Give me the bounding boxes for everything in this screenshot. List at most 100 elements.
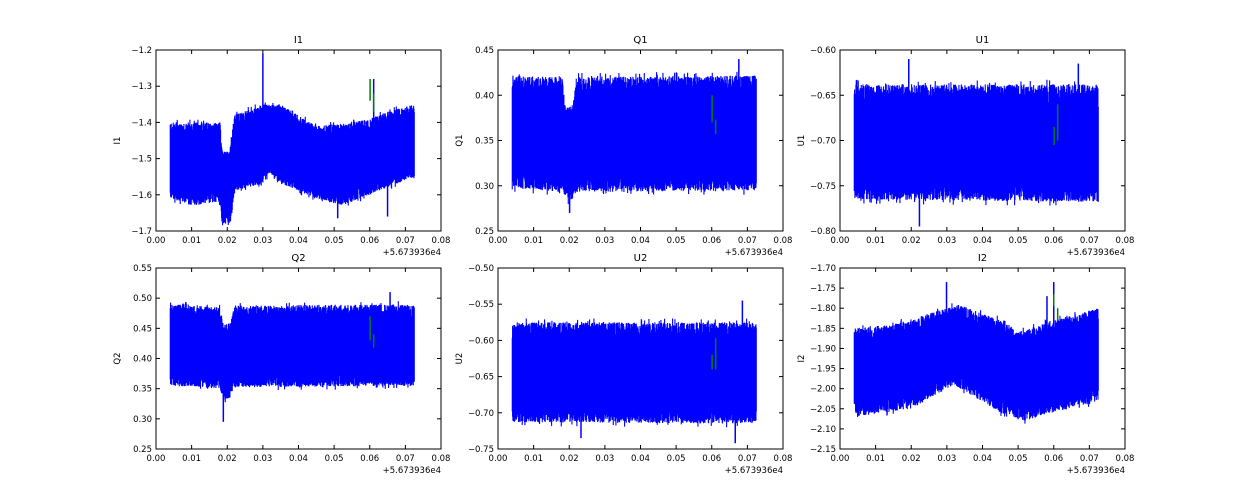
y-tick-label: −1.6 <box>131 191 152 201</box>
x-tick-label: 0.02 <box>560 236 579 246</box>
series-core <box>170 316 415 389</box>
subplot-i1: 0.00 0.01 0.02 0.03 0.04 0.05 0.06 0.07 0.08 −1.7… <box>113 35 450 258</box>
y-tick-label: 0.35 <box>475 137 494 147</box>
x-tick-label: 0.05 <box>325 454 344 464</box>
y-tick-label: −1.70 <box>810 264 836 274</box>
x-tick-label: 0.05 <box>1009 236 1028 246</box>
x-tick-label: 0.07 <box>738 454 757 464</box>
y-tick-label: −0.75 <box>468 445 494 455</box>
y-tick-label: −2.15 <box>810 445 836 455</box>
x-tick-label: 0.08 <box>432 236 451 246</box>
x-tick-label: 0.06 <box>1044 236 1063 246</box>
x-tick-label: 0.07 <box>396 236 415 246</box>
y-tick-label: −0.65 <box>810 91 836 101</box>
subplot-i2: 0.00 0.01 0.02 0.03 0.04 0.05 0.06 0.07 0.08 −2.1… <box>797 253 1134 476</box>
x-tick-label: 0.05 <box>667 454 686 464</box>
x-tick-label: 0.08 <box>774 454 793 464</box>
x-tick-label: 0.01 <box>524 454 543 464</box>
x-tick-label: 0.03 <box>253 236 272 246</box>
y-axis-label: U1 <box>797 135 807 147</box>
subplot-title: I1 <box>294 35 303 46</box>
x-tick-label: 0.06 <box>702 236 721 246</box>
x-tick-label: 0.00 <box>831 454 850 464</box>
subplot-u1: 0.00 0.01 0.02 0.03 0.04 0.05 0.06 0.07 0.08 −0.8… <box>797 35 1134 258</box>
x-tick-label: 0.04 <box>631 236 650 246</box>
x-tick-label: 0.02 <box>902 454 921 464</box>
y-tick-label: 0.40 <box>133 355 152 365</box>
subplot-title: Q2 <box>291 253 305 264</box>
series-core <box>854 316 1099 408</box>
x-tick-label: 0.08 <box>774 236 793 246</box>
x-tick-label: 0.03 <box>253 454 272 464</box>
series-trace <box>853 282 1099 424</box>
y-tick-label: −1.75 <box>810 284 836 294</box>
y-tick-label: −0.80 <box>810 227 836 237</box>
y-tick-label: −0.75 <box>810 182 836 192</box>
y-axis-label: I2 <box>797 355 807 363</box>
x-tick-label: 0.06 <box>702 454 721 464</box>
y-tick-label: 0.30 <box>133 415 152 425</box>
x-tick-label: 0.04 <box>289 454 308 464</box>
y-tick-label: 0.55 <box>133 264 152 274</box>
y-tick-label: −1.3 <box>131 82 152 92</box>
subplot-title: I2 <box>978 253 987 264</box>
series-core <box>170 115 415 213</box>
y-tick-label: −0.60 <box>810 46 836 56</box>
y-tick-label: 0.45 <box>475 46 494 56</box>
y-tick-label: −1.4 <box>131 118 152 128</box>
x-offset-label: +5.673936e4 <box>1067 248 1125 258</box>
x-tick-label: 0.05 <box>325 236 344 246</box>
y-tick-label: 0.25 <box>133 445 152 455</box>
x-tick-label: 0.03 <box>595 236 614 246</box>
y-tick-label: −2.05 <box>810 405 836 415</box>
y-tick-label: 0.30 <box>475 182 494 192</box>
x-tick-label: 0.01 <box>866 454 885 464</box>
series-trace <box>511 59 757 213</box>
subplot-title: Q1 <box>633 35 647 46</box>
y-tick-label: −0.60 <box>468 336 494 346</box>
y-tick-label: −1.90 <box>810 344 836 354</box>
x-tick-label: 0.00 <box>489 454 508 464</box>
y-axis-label: Q1 <box>455 134 465 146</box>
x-tick-label: 0.01 <box>866 236 885 246</box>
y-tick-label: −1.2 <box>131 46 152 56</box>
y-tick-label: −1.85 <box>810 324 836 334</box>
series-core <box>512 92 757 187</box>
x-tick-label: 0.01 <box>182 236 201 246</box>
x-offset-label: +5.673936e4 <box>1067 466 1125 476</box>
subplot-q2: 0.00 0.01 0.02 0.03 0.04 0.05 0.06 0.07 0.08 0.25… <box>113 253 450 476</box>
x-offset-label: +5.673936e4 <box>383 248 441 258</box>
x-tick-label: 0.03 <box>937 454 956 464</box>
series-trace <box>853 59 1099 227</box>
y-tick-label: −1.95 <box>810 365 836 375</box>
x-tick-label: 0.05 <box>667 236 686 246</box>
x-tick-label: 0.04 <box>973 454 992 464</box>
series-trace <box>169 53 415 226</box>
x-tick-label: 0.02 <box>218 236 237 246</box>
x-tick-label: 0.02 <box>218 454 237 464</box>
x-tick-label: 0.04 <box>631 454 650 464</box>
x-tick-label: 0.03 <box>937 236 956 246</box>
x-offset-label: +5.673936e4 <box>383 466 441 476</box>
y-tick-label: 0.35 <box>133 385 152 395</box>
x-tick-label: 0.01 <box>524 236 543 246</box>
y-tick-label: −0.55 <box>468 300 494 310</box>
y-axis-label: I1 <box>113 137 123 145</box>
subplot-q1: 0.00 0.01 0.02 0.03 0.04 0.05 0.06 0.07 0.08 0.25… <box>455 35 792 258</box>
x-tick-label: 0.01 <box>182 454 201 464</box>
y-tick-label: 0.40 <box>475 91 494 101</box>
y-tick-label: 0.25 <box>475 227 494 237</box>
subplot-u2: 0.00 0.01 0.02 0.03 0.04 0.05 0.06 0.07 0.08 −0.7… <box>455 253 792 476</box>
y-tick-label: −0.50 <box>468 264 494 274</box>
y-tick-label: 0.45 <box>133 324 152 334</box>
y-tick-label: −1.5 <box>131 155 152 165</box>
x-tick-label: 0.02 <box>560 454 579 464</box>
x-tick-label: 0.02 <box>902 236 921 246</box>
x-tick-label: 0.00 <box>147 454 166 464</box>
y-tick-label: −2.00 <box>810 385 836 395</box>
y-tick-label: −1.7 <box>131 227 152 237</box>
x-tick-label: 0.07 <box>1080 454 1099 464</box>
x-tick-label: 0.04 <box>973 236 992 246</box>
y-axis-label: U2 <box>455 353 465 365</box>
